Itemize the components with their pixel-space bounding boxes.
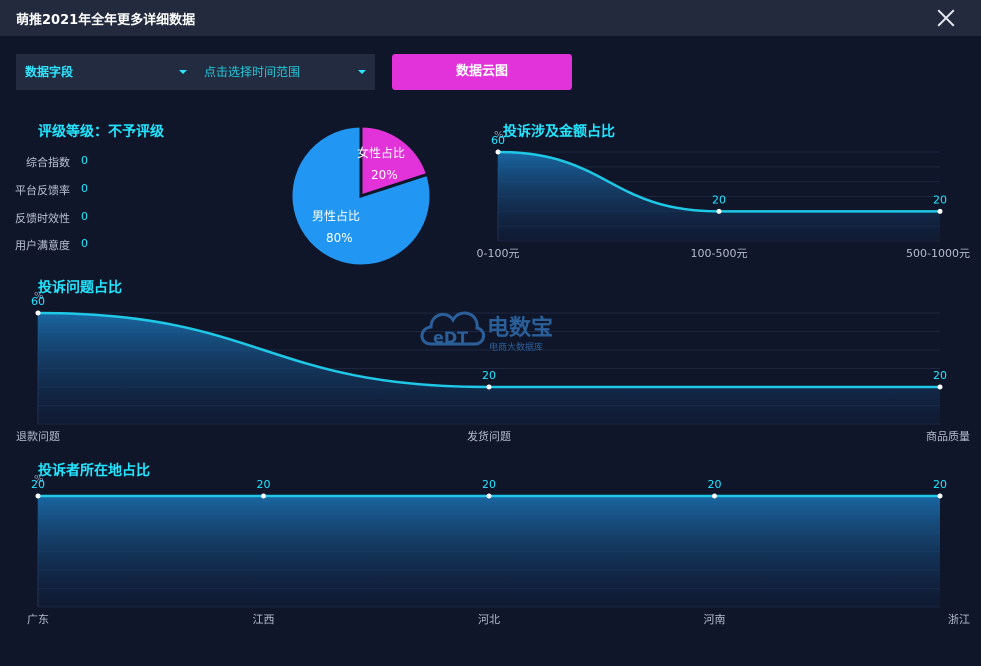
data-point	[937, 493, 943, 499]
data-point	[486, 493, 492, 499]
metric-value: 0	[81, 154, 88, 167]
metric-label: 用户满意度	[15, 239, 70, 252]
metric-label: 综合指数	[26, 156, 70, 169]
metric-value: 0	[81, 237, 88, 250]
data-label: 20	[257, 478, 271, 491]
watermark-subtitle: 电商大数据库	[489, 343, 544, 353]
data-point	[712, 493, 717, 499]
chart-title-amount: 投诉涉及金额占比	[503, 124, 615, 140]
time-range-placeholder: 点击选择时间范围	[204, 65, 301, 79]
x-tick-label: 河南	[704, 613, 726, 626]
watermark-logo: eDT 电数宝 电商大数据库	[417, 300, 567, 360]
data-point	[486, 384, 492, 390]
x-tick-label: 500-1000元	[906, 247, 970, 260]
watermark-logo-text: eDT	[433, 328, 469, 347]
data-point	[35, 493, 41, 499]
data-point	[716, 208, 722, 214]
watermark-brand: 电数宝	[487, 316, 554, 341]
metric-value: 0	[81, 182, 88, 195]
data-label: 20	[482, 369, 496, 382]
x-tick-label: 100-500元	[691, 247, 748, 260]
x-tick-label: 退款问题	[16, 429, 60, 443]
data-cloud-button[interactable]: 数据云图	[392, 54, 572, 90]
data-field-label: 数据字段	[25, 65, 74, 79]
data-label: 20	[933, 369, 947, 382]
filter-bar: 数据字段 点击选择时间范围	[16, 54, 375, 90]
area-fill	[498, 152, 940, 241]
y-unit-label: %	[494, 130, 504, 141]
x-tick-label: 河北	[478, 613, 500, 626]
x-tick-label: 广东	[27, 613, 49, 626]
data-point	[261, 493, 266, 499]
chart-title-issue: 投诉问题占比	[38, 280, 122, 296]
y-unit-label: %	[34, 291, 44, 302]
area-fill	[38, 496, 940, 607]
data-field-dropdown[interactable]: 数据字段	[25, 54, 191, 90]
data-label: 20	[933, 478, 947, 491]
data-point	[937, 208, 943, 214]
pie-slice-value-female: 20%	[371, 168, 398, 182]
data-label: 20	[712, 193, 726, 206]
y-unit-label: %	[34, 474, 44, 485]
x-tick-label: 0-100元	[477, 247, 520, 260]
pie-slice	[289, 124, 433, 268]
title-bar: 萌推2021年全年更多详细数据	[0, 0, 981, 36]
chevron-down-icon[interactable]	[358, 70, 366, 74]
metric-value: 0	[81, 210, 88, 223]
gender-pie-chart	[289, 124, 433, 268]
rating-title: 评级等级：不予评级	[38, 124, 164, 140]
x-tick-label: 浙江	[948, 613, 970, 626]
chart-title-location: 投诉者所在地占比	[38, 463, 150, 479]
chevron-down-icon[interactable]	[179, 70, 187, 74]
metric-label: 反馈时效性	[15, 212, 70, 225]
x-tick-label: 发货问题	[467, 429, 511, 443]
data-point	[495, 149, 501, 155]
data-label: 20	[482, 478, 496, 491]
pie-slice-value-male: 80%	[326, 231, 353, 245]
time-range-dropdown[interactable]: 点击选择时间范围	[204, 54, 370, 90]
data-point	[937, 384, 943, 390]
window-title: 萌推2021年全年更多详细数据	[16, 13, 196, 28]
data-point	[35, 310, 41, 316]
pie-slice-label-male: 男性占比	[312, 209, 361, 223]
pie-slice-label-female: 女性占比	[357, 146, 406, 160]
x-tick-label: 江西	[253, 613, 275, 626]
data-label: 60	[491, 134, 505, 147]
cloud-logo-icon	[420, 311, 485, 346]
data-label: 20	[708, 478, 722, 491]
data-label: 20	[933, 193, 947, 206]
metric-label: 平台反馈率	[15, 184, 70, 197]
area-fill	[38, 313, 940, 424]
x-tick-label: 商品质量	[926, 429, 970, 443]
data-label: 20	[31, 478, 45, 491]
data-label: 60	[31, 295, 45, 308]
